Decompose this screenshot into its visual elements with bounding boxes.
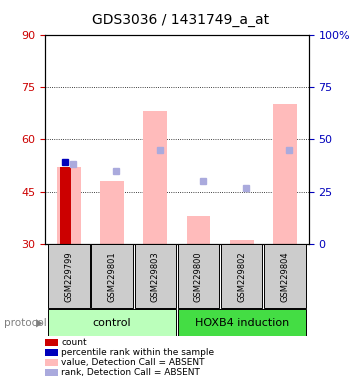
Bar [60,167,71,244]
Bar [135,245,176,308]
Bar [143,111,167,244]
Polygon shape [36,319,43,328]
Bar [178,309,306,336]
Bar [48,245,90,308]
Text: GSM229801: GSM229801 [108,251,117,302]
Text: GSM229803: GSM229803 [151,251,160,302]
Text: count: count [61,338,87,347]
Bar [264,245,306,308]
Bar [230,240,253,244]
Bar [221,245,262,308]
Text: control: control [93,318,131,328]
Text: GSM229800: GSM229800 [194,251,203,302]
Text: HOXB4 induction: HOXB4 induction [195,318,289,328]
Bar [48,309,176,336]
Bar [91,245,133,308]
Text: protocol: protocol [4,318,46,328]
Text: GDS3036 / 1431749_a_at: GDS3036 / 1431749_a_at [92,13,269,27]
Text: percentile rank within the sample: percentile rank within the sample [61,348,214,357]
Text: GSM229799: GSM229799 [64,251,73,302]
Text: rank, Detection Call = ABSENT: rank, Detection Call = ABSENT [61,368,200,377]
Text: GSM229804: GSM229804 [280,251,290,302]
Bar [57,167,81,244]
Bar [273,104,297,244]
Bar [100,181,124,244]
Bar [178,245,219,308]
Text: value, Detection Call = ABSENT: value, Detection Call = ABSENT [61,358,205,367]
Bar [187,216,210,244]
Text: GSM229802: GSM229802 [237,251,246,302]
